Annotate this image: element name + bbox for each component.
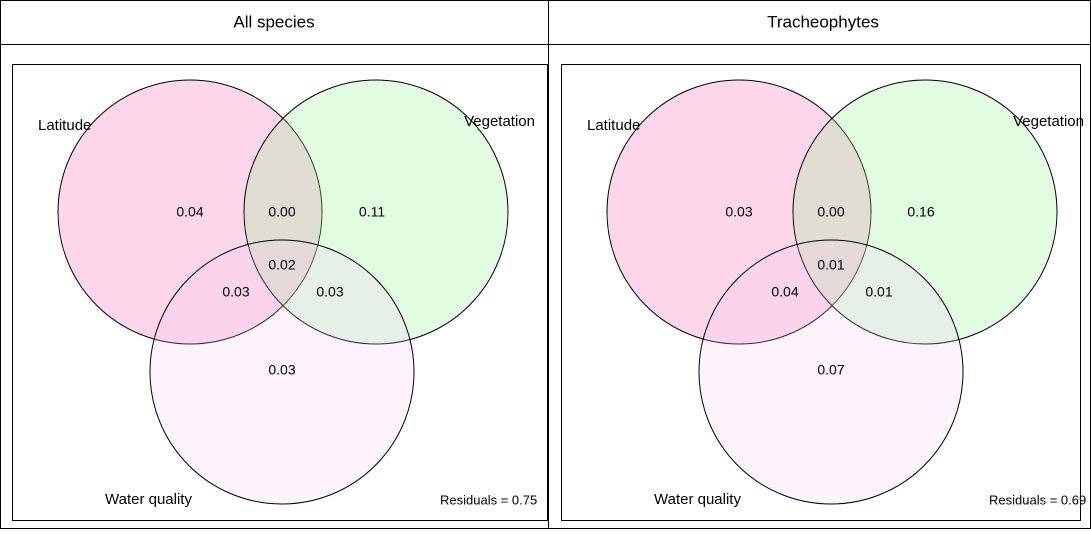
- set-circle: [243, 79, 509, 345]
- region-value: 0.11: [359, 204, 385, 220]
- residuals: Residuals = 0.75: [440, 492, 537, 507]
- region-value: 0.03: [268, 362, 295, 378]
- set-circle: [792, 79, 1058, 345]
- residuals: Residuals = 0.69: [989, 492, 1086, 507]
- panel-box: [12, 64, 548, 521]
- panel-title: All species: [233, 12, 314, 31]
- set-label: Water quality: [654, 491, 741, 508]
- panel-box: [561, 64, 1081, 521]
- region-value: 0.00: [268, 204, 295, 220]
- set-circle: [698, 239, 964, 505]
- set-label: Latitude: [587, 117, 640, 134]
- region-value: 0.16: [907, 204, 934, 220]
- region-value: 0.03: [222, 284, 249, 300]
- region-value: 0.04: [771, 284, 798, 300]
- region-value: 0.03: [316, 284, 343, 300]
- set-circle: [606, 79, 872, 345]
- region-value: 0.04: [176, 204, 203, 220]
- set-label: Latitude: [38, 117, 91, 134]
- region-value: 0.02: [268, 257, 295, 273]
- region-value: 0.00: [817, 204, 844, 220]
- set-label: Water quality: [105, 491, 192, 508]
- region-value: 0.07: [817, 362, 844, 378]
- region-value: 0.01: [865, 284, 892, 300]
- region-value: 0.03: [725, 204, 752, 220]
- set-circle: [57, 79, 323, 345]
- set-label: Vegetation: [464, 113, 535, 130]
- set-circle: [149, 239, 415, 505]
- set-label: Vegetation: [1013, 113, 1084, 130]
- panel-title: Tracheophytes: [767, 12, 879, 31]
- region-value: 0.01: [817, 257, 844, 273]
